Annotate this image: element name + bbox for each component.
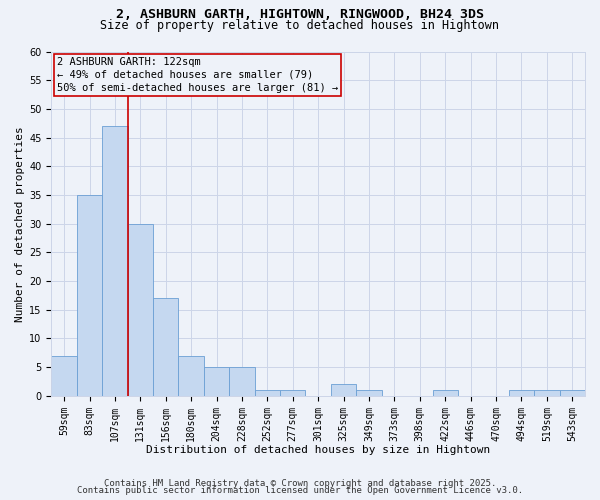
Bar xyxy=(534,390,560,396)
Bar xyxy=(254,390,280,396)
Bar xyxy=(509,390,534,396)
Bar xyxy=(280,390,305,396)
Bar xyxy=(77,195,102,396)
Bar xyxy=(102,126,128,396)
Text: Size of property relative to detached houses in Hightown: Size of property relative to detached ho… xyxy=(101,19,499,32)
Bar xyxy=(433,390,458,396)
Text: 2 ASHBURN GARTH: 122sqm
← 49% of detached houses are smaller (79)
50% of semi-de: 2 ASHBURN GARTH: 122sqm ← 49% of detache… xyxy=(57,56,338,93)
Bar xyxy=(178,356,204,396)
Text: Contains public sector information licensed under the Open Government Licence v3: Contains public sector information licen… xyxy=(77,486,523,495)
Bar xyxy=(128,224,153,396)
Bar xyxy=(204,367,229,396)
Bar xyxy=(560,390,585,396)
X-axis label: Distribution of detached houses by size in Hightown: Distribution of detached houses by size … xyxy=(146,445,490,455)
Bar xyxy=(356,390,382,396)
Y-axis label: Number of detached properties: Number of detached properties xyxy=(15,126,25,322)
Bar xyxy=(331,384,356,396)
Bar xyxy=(52,356,77,396)
Bar xyxy=(153,298,178,396)
Bar xyxy=(229,367,254,396)
Text: 2, ASHBURN GARTH, HIGHTOWN, RINGWOOD, BH24 3DS: 2, ASHBURN GARTH, HIGHTOWN, RINGWOOD, BH… xyxy=(116,8,484,20)
Text: Contains HM Land Registry data © Crown copyright and database right 2025.: Contains HM Land Registry data © Crown c… xyxy=(104,478,496,488)
